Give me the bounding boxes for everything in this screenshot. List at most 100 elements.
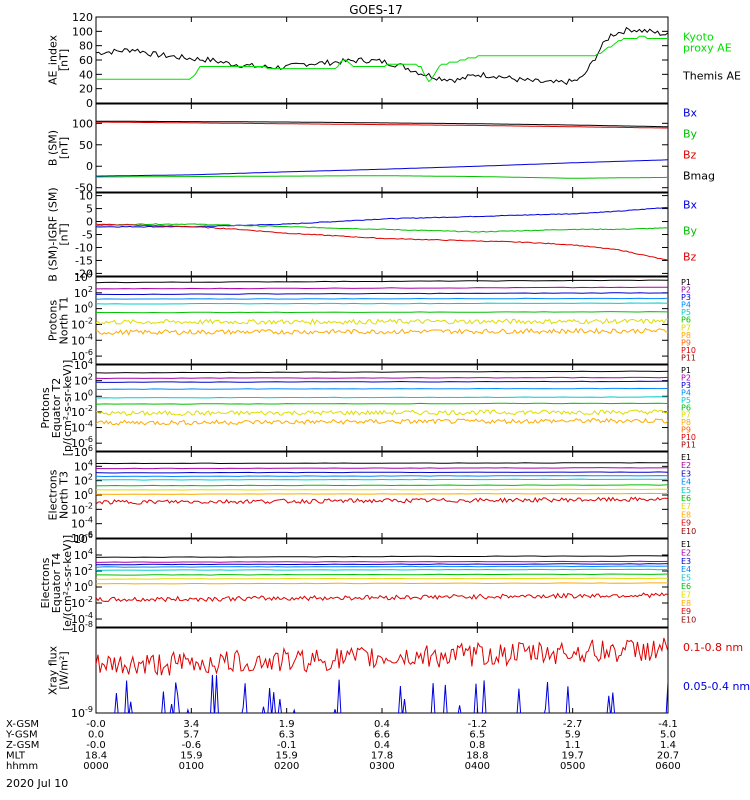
- series-line-p4: [96, 387, 668, 390]
- legend-label: E6: [681, 582, 691, 591]
- legend-label: Bz: [683, 250, 697, 263]
- y-axis-label: Equator T2: [50, 378, 63, 438]
- y-tick-label: 10-2: [71, 316, 93, 331]
- y-axis-label: North T1: [58, 297, 71, 345]
- series-line-e7: [96, 577, 668, 580]
- x-row-value: 0400: [465, 761, 490, 772]
- x-row-value: -1.2: [468, 719, 488, 730]
- series-line-p1: [96, 370, 668, 374]
- y-tick-label: 102: [74, 473, 93, 488]
- x-row-label: MLT: [6, 751, 26, 762]
- x-row-value: -2.7: [563, 719, 583, 730]
- legend-label: E8: [681, 599, 691, 608]
- x-row-value: 1.9: [279, 719, 295, 730]
- series-line-kyoto-proxy-ae: [96, 35, 668, 83]
- legend-label: P4: [681, 301, 691, 310]
- y-axis-label: Equator T4: [50, 553, 63, 613]
- x-row-label: hhmm: [6, 761, 38, 772]
- series-group: [96, 555, 668, 603]
- legend-label: E7: [681, 502, 691, 511]
- x-row-value: 6.5: [469, 730, 485, 741]
- series-line-p8: [96, 417, 668, 426]
- y-tick-label: 10-4: [71, 332, 93, 347]
- legend-label: P8: [681, 418, 691, 427]
- legend-label: P10: [681, 346, 696, 355]
- legend-label: P2: [681, 286, 691, 295]
- x-row-value: 0300: [369, 761, 394, 772]
- y-tick-label: -20: [75, 267, 93, 280]
- y-tick-label: 100: [74, 487, 93, 502]
- series-line-0-1-0-8-nm: [96, 637, 668, 676]
- x-axis-table: X-GSM -0.0 3.4 1.9 0.4 -1.2 -2.7 -4.1 Y-GSM 0.0 5.…: [5, 719, 681, 772]
- y-tick-label: 10-6: [71, 348, 93, 363]
- y-tick-label: 100: [74, 301, 93, 316]
- legend-label: E1: [681, 453, 691, 462]
- legend-label: E2: [681, 548, 691, 557]
- series-group: [96, 207, 668, 261]
- series-line-p7: [96, 409, 668, 417]
- x-row-value: 0.4: [374, 740, 390, 751]
- legend-label: E10: [681, 527, 696, 536]
- series-line-e5: [96, 478, 668, 481]
- y-tick-label: 10-4: [71, 420, 93, 435]
- legend-label: Kyoto: [683, 30, 714, 43]
- y-tick-label: 10-2: [71, 501, 93, 516]
- series-line-e4: [96, 475, 668, 478]
- legend-label: P1: [681, 366, 691, 375]
- series-line-e5: [96, 568, 668, 571]
- x-row-value: 3.4: [183, 719, 199, 730]
- y-tick-label: 10-8: [71, 620, 93, 635]
- series-line-e6: [96, 484, 668, 487]
- series-line-e2: [96, 467, 668, 470]
- y-tick-label: 40: [79, 68, 93, 81]
- legend-label: E6: [681, 494, 691, 503]
- y-tick-label: 100: [74, 388, 93, 403]
- x-row-value: 19.7: [562, 751, 584, 762]
- x-row-value: 0.0: [88, 730, 104, 741]
- y-tick-label: 80: [79, 40, 93, 53]
- series-line-e9: [96, 592, 668, 603]
- series-line-by: [96, 175, 668, 179]
- y-tick-label: -10: [75, 241, 93, 254]
- series-line-p5: [96, 396, 668, 399]
- x-row-value: 15.9: [180, 751, 202, 762]
- legend-label: 0.1-0.8 nm: [683, 641, 743, 654]
- plot-title: GOES-17: [349, 3, 403, 17]
- y-tick-label: 100: [74, 579, 93, 594]
- legend-label: E7: [681, 590, 691, 599]
- y-tick-label: 104: [74, 357, 93, 372]
- legend-label: proxy AE: [683, 41, 732, 54]
- legend-label: P3: [681, 381, 691, 390]
- y-tick-label: 10-6: [71, 530, 93, 545]
- legend-label: P11: [681, 441, 696, 450]
- y-axis-label: B (SM): [47, 130, 60, 166]
- x-row-value: -0.0: [86, 719, 106, 730]
- legend-label: P2: [681, 373, 691, 382]
- series-line-p8: [96, 327, 668, 336]
- legend-label: E9: [681, 519, 691, 528]
- x-row-value: 0.8: [469, 740, 485, 751]
- series-line-p3: [96, 380, 668, 383]
- x-row-value: -0.0: [86, 740, 106, 751]
- series-line-e3: [96, 471, 668, 474]
- series-line-e3: [96, 563, 668, 566]
- series-line-p6: [96, 402, 668, 405]
- y-tick-label: 10-6: [71, 435, 93, 450]
- y-tick-label: 50: [79, 139, 93, 152]
- legend-label: E3: [681, 469, 691, 478]
- series-group: [96, 637, 668, 713]
- series-line-p2: [96, 286, 668, 290]
- legend-label: P5: [681, 308, 691, 317]
- series-line-p7: [96, 318, 668, 326]
- legend-label: P11: [681, 353, 696, 362]
- legend-label: Bx: [683, 107, 698, 120]
- y-tick-label: 102: [74, 563, 93, 578]
- y-tick-label: 10-2: [71, 404, 93, 419]
- y-tick-label: 102: [74, 285, 93, 300]
- x-row-value: 0200: [274, 761, 299, 772]
